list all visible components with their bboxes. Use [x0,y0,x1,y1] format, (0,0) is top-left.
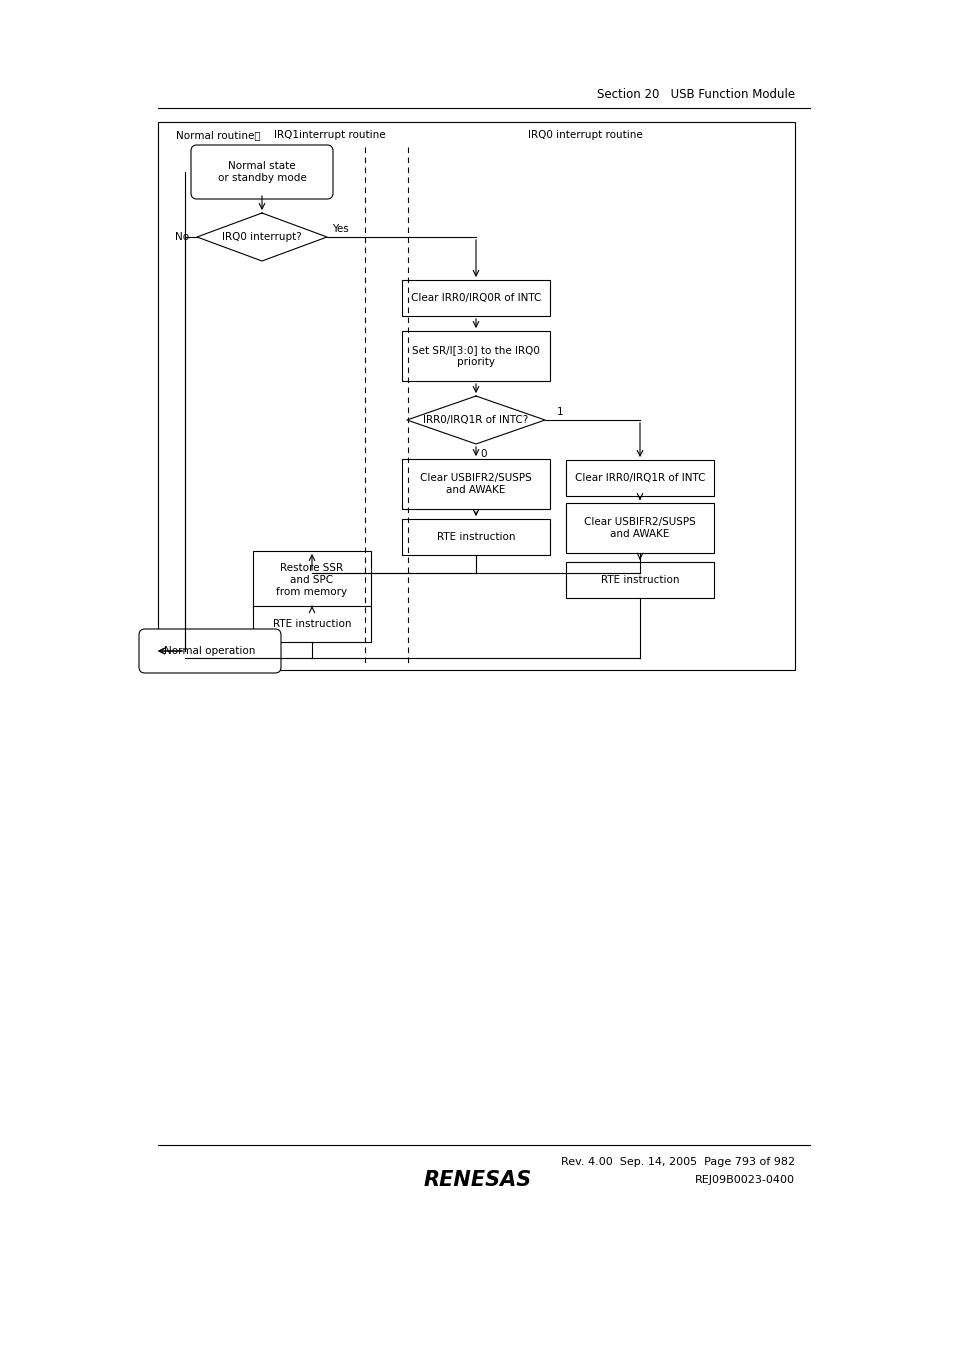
FancyBboxPatch shape [191,145,333,199]
Text: Clear USBIFR2/SUSPS
and AWAKE: Clear USBIFR2/SUSPS and AWAKE [583,517,695,539]
Text: IRQ0 interrupt routine: IRQ0 interrupt routine [527,130,641,141]
Text: Yes: Yes [332,224,349,234]
Text: Clear USBIFR2/SUSPS
and AWAKE: Clear USBIFR2/SUSPS and AWAKE [419,473,532,494]
FancyBboxPatch shape [401,331,550,381]
FancyBboxPatch shape [565,503,713,553]
Text: 1: 1 [557,407,563,417]
FancyBboxPatch shape [401,519,550,555]
Text: 0: 0 [480,449,487,459]
Text: Clear IRR0/IRQ1R of INTC: Clear IRR0/IRQ1R of INTC [574,473,704,484]
Text: Clear IRR0/IRQ0R of INTC: Clear IRR0/IRQ0R of INTC [411,293,540,303]
Text: RTE instruction: RTE instruction [600,576,679,585]
Text: Rev. 4.00  Sep. 14, 2005  Page 793 of 982: Rev. 4.00 Sep. 14, 2005 Page 793 of 982 [560,1156,794,1167]
Text: REJ09B0023-0400: REJ09B0023-0400 [695,1175,794,1185]
Bar [158,122,794,670]
Text: Set SR/I[3:0] to the IRQ0
priority: Set SR/I[3:0] to the IRQ0 priority [412,346,539,367]
FancyBboxPatch shape [253,551,371,609]
Polygon shape [407,396,544,444]
FancyBboxPatch shape [401,459,550,509]
Text: No: No [174,232,189,242]
Text: Section 20   USB Function Module: Section 20 USB Function Module [597,89,794,101]
FancyBboxPatch shape [253,607,371,642]
Polygon shape [196,213,327,261]
Text: Restore SSR
and SPC
from memory: Restore SSR and SPC from memory [276,563,347,597]
FancyBboxPatch shape [565,459,713,496]
Text: RTE instruction: RTE instruction [436,532,515,542]
Text: IRQ0 interrupt?: IRQ0 interrupt? [222,232,301,242]
FancyBboxPatch shape [401,280,550,316]
Text: Normal state
or standby mode: Normal state or standby mode [217,161,306,182]
Text: RENESAS: RENESAS [423,1170,532,1190]
Text: Normal operation: Normal operation [164,646,255,657]
FancyBboxPatch shape [565,562,713,598]
Text: RTE instruction: RTE instruction [273,619,351,630]
Text: IRR0/IRQ1R of INTC?: IRR0/IRQ1R of INTC? [423,415,528,426]
Text: Normal routine，: Normal routine， [175,130,260,141]
FancyBboxPatch shape [139,630,281,673]
Text: IRQ1interrupt routine: IRQ1interrupt routine [274,130,385,141]
